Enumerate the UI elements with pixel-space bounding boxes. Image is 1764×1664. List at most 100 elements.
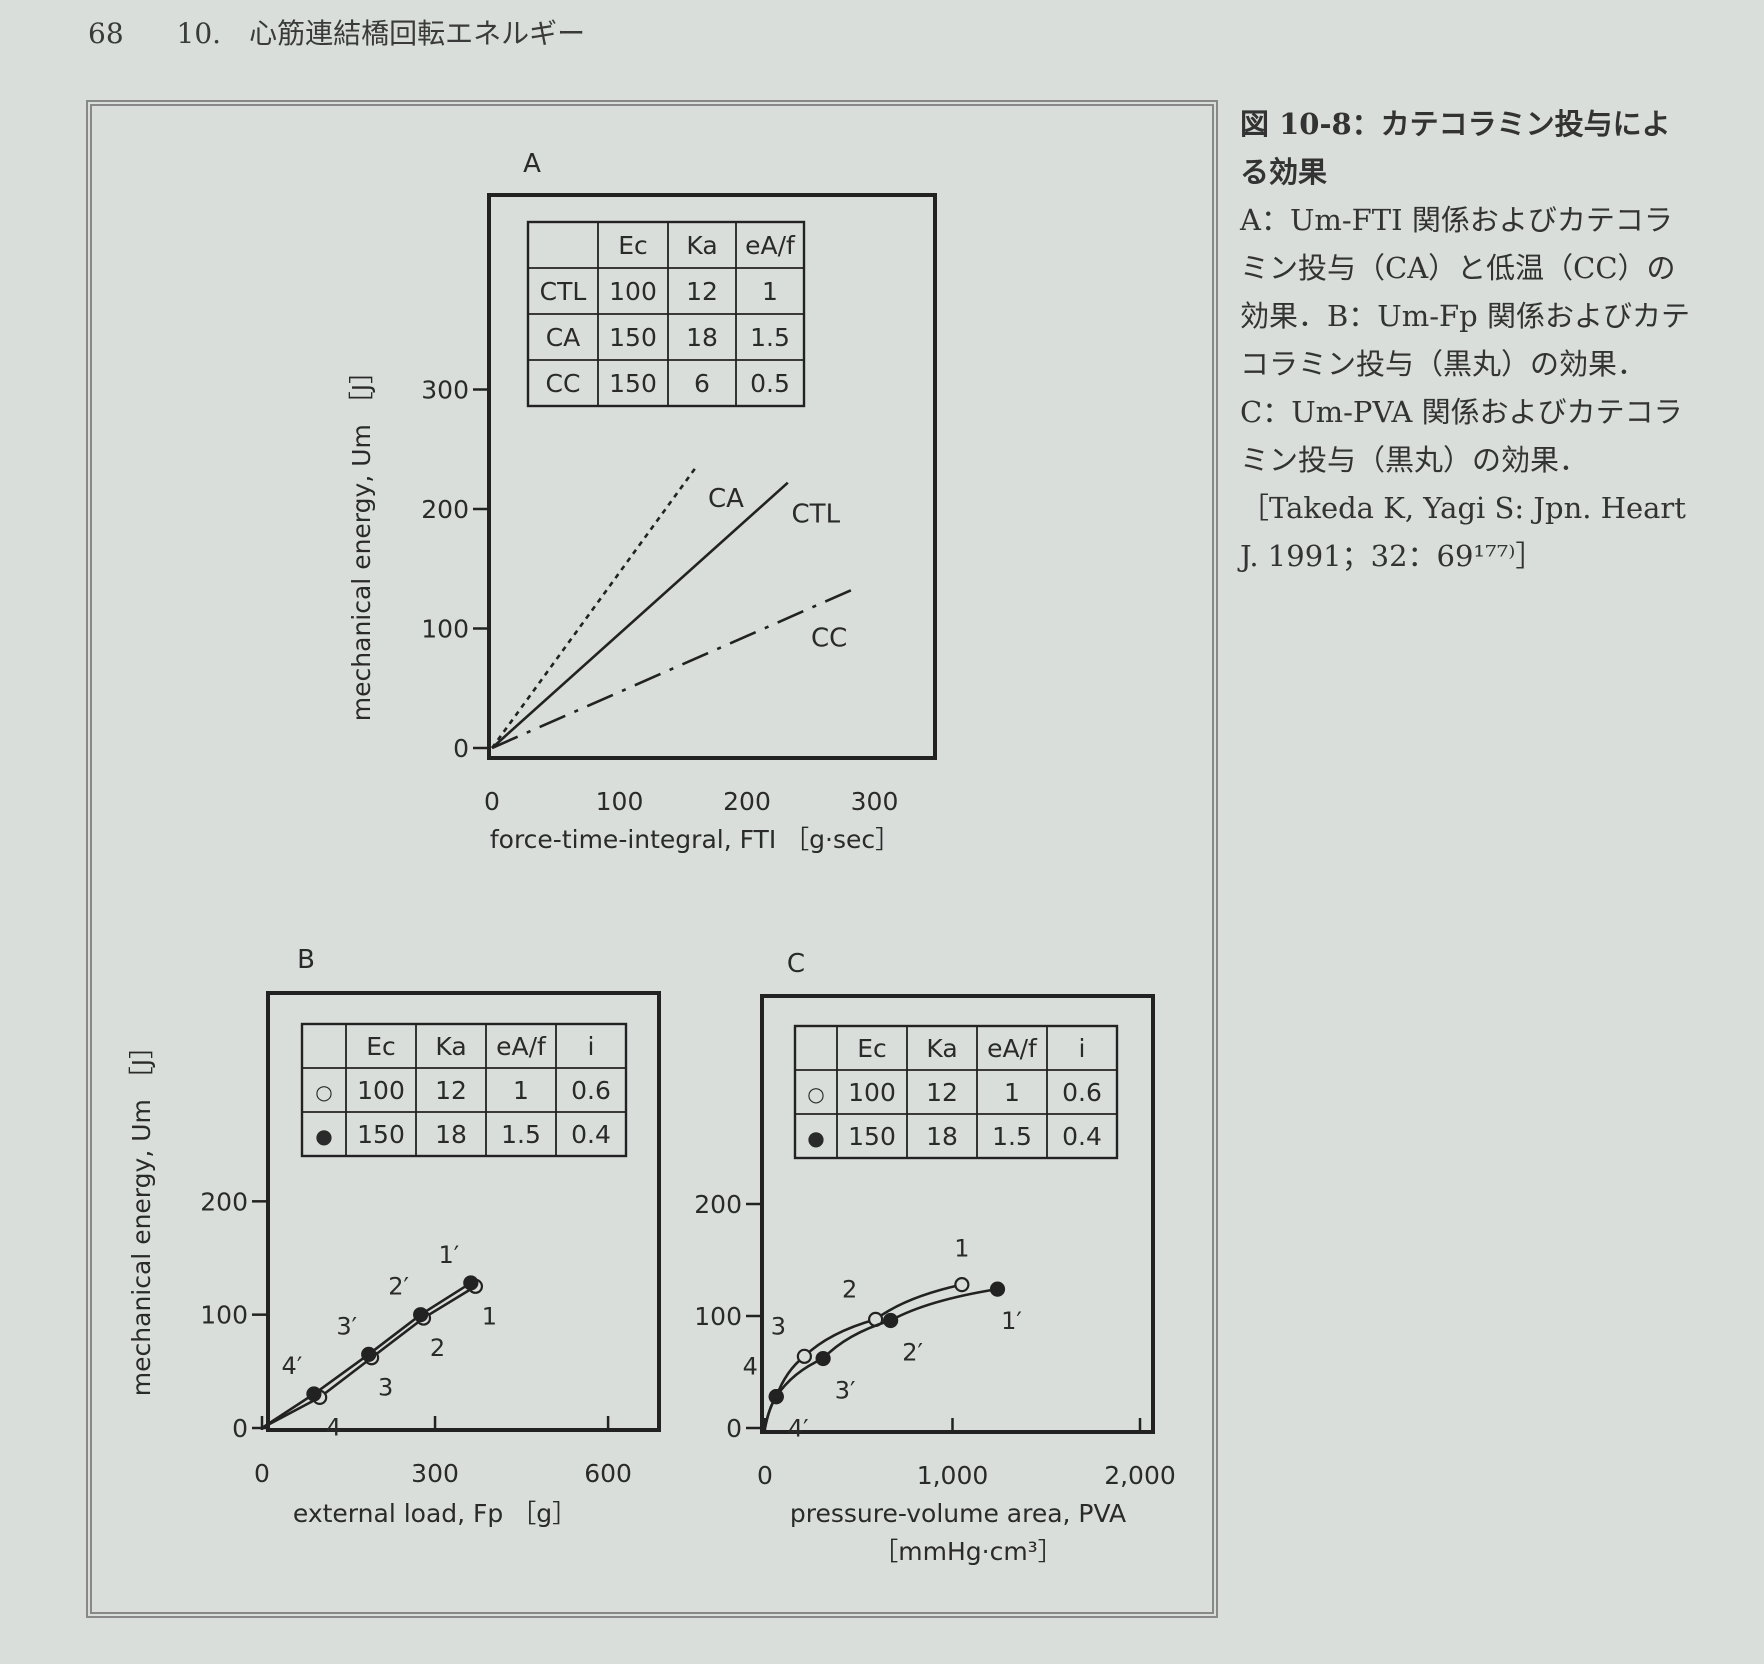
- series-label-cc: CC: [811, 624, 847, 654]
- table-cell-a: 1: [762, 277, 778, 306]
- table-cell-a: 1.5: [750, 323, 790, 352]
- table-cell-a: 12: [686, 277, 718, 306]
- caption-title: 図 10-8：カテコラミン投与による効果: [1240, 107, 1671, 189]
- table-cell-c: 1.5: [992, 1122, 1032, 1151]
- data-point-b-filled: [306, 1386, 322, 1402]
- y-tick-label-c: 100: [694, 1302, 742, 1331]
- x-tick-label-c: 2,000: [1104, 1461, 1176, 1490]
- y-tick-label-a: 200: [421, 495, 469, 524]
- table-header-cell-c: eA/f: [987, 1034, 1038, 1063]
- plot-frame-c: [760, 994, 1155, 1434]
- x-tick-label-b: 600: [584, 1459, 632, 1488]
- point-label-c: 4′: [788, 1415, 809, 1443]
- point-label-c: 3: [771, 1312, 786, 1340]
- y-tick-label-b: 200: [200, 1187, 248, 1216]
- panel-label-a: A: [523, 149, 541, 179]
- data-point-b-filled: [361, 1346, 377, 1362]
- series-label-ctl: CTL: [792, 500, 841, 530]
- point-label-c: 1: [954, 1235, 969, 1263]
- table-header-cell-b: Ka: [435, 1032, 466, 1061]
- y-tick-label-a: 0: [453, 734, 469, 763]
- plot-frame-b: [266, 991, 661, 1432]
- x-tick-label-a: 300: [851, 787, 899, 816]
- panel-label-b: B: [297, 945, 315, 975]
- y-tick-label-a: 300: [421, 376, 469, 405]
- table-header-cell-a: Ka: [686, 231, 717, 260]
- table-cell-a: 150: [609, 369, 657, 398]
- table-cell-c: ○: [807, 1082, 824, 1106]
- y-axis-label-b: mechanical energy, Um ［J］: [127, 1034, 156, 1396]
- table-header-cell-a: eA/f: [745, 231, 796, 260]
- y-tick-label-b: 100: [200, 1301, 248, 1330]
- y-tick-label-b: 0: [232, 1414, 248, 1443]
- x-axis-label-a: force-time-integral, FTI ［g·sec］: [490, 825, 900, 854]
- x-axis-unit-c: ［mmHg·cm³］: [873, 1537, 1062, 1566]
- series-label-ca: CA: [708, 484, 744, 514]
- y-tick-label-a: 100: [421, 615, 469, 644]
- point-label-b: 2′: [388, 1273, 409, 1301]
- point-label-c: 3′: [835, 1377, 856, 1405]
- caption-body: A：Um-FTI 関係およびカテコラミン投与（CA）と低温（CC）の効果．B：U…: [1240, 203, 1690, 477]
- page-number: 68: [88, 17, 124, 50]
- table-cell-a: CTL: [540, 277, 587, 306]
- x-tick-label-c: 1,000: [917, 1461, 989, 1490]
- table-cell-c: 12: [926, 1078, 958, 1107]
- table-cell-b: 0.4: [571, 1120, 611, 1149]
- table-cell-a: 100: [609, 277, 657, 306]
- y-tick-label-c: 200: [694, 1190, 742, 1219]
- table-cell-a: 18: [686, 323, 718, 352]
- point-label-c: 2: [842, 1275, 857, 1303]
- y-axis-label-a: mechanical energy, Um ［J］: [347, 359, 376, 721]
- table-header-cell-c: Ec: [857, 1034, 887, 1063]
- table-cell-b: 0.6: [571, 1076, 611, 1105]
- table-cell-a: 0.5: [750, 369, 790, 398]
- x-tick-label-a: 100: [596, 787, 644, 816]
- table-cell-c: 0.4: [1062, 1122, 1102, 1151]
- figure-frame: [86, 100, 1218, 1618]
- table-cell-a: CC: [546, 369, 581, 398]
- table-header-cell-b: Ec: [366, 1032, 396, 1061]
- table-cell-c: 0.6: [1062, 1078, 1102, 1107]
- plot-frame-a: [487, 193, 937, 760]
- series-line-cc: [491, 585, 860, 750]
- table-cell-b: ○: [315, 1080, 332, 1104]
- series-line-c-open: [763, 1283, 963, 1429]
- table-header-cell-c: Ka: [926, 1034, 957, 1063]
- table-cell-b: 1: [513, 1076, 529, 1105]
- table-header-cell-c: i: [1079, 1034, 1086, 1063]
- point-label-b: 3′: [336, 1312, 357, 1340]
- table-cell-b: ●: [315, 1124, 332, 1148]
- param-table-b: [300, 1022, 628, 1158]
- point-label-b: 2: [430, 1334, 445, 1362]
- point-label-b: 4: [326, 1413, 341, 1441]
- table-cell-c: 150: [848, 1122, 896, 1151]
- x-tick-label-b: 300: [411, 1459, 459, 1488]
- table-cell-c: 18: [926, 1122, 958, 1151]
- panel-label-c: C: [787, 949, 805, 979]
- param-table-c: [793, 1024, 1119, 1160]
- table-header-cell-a: Ec: [618, 231, 648, 260]
- series-line-ctl: [491, 481, 789, 749]
- x-tick-label-a: 0: [484, 787, 500, 816]
- data-point-b-filled: [463, 1275, 479, 1291]
- data-point-c-filled: [883, 1312, 899, 1329]
- point-label-c: 4: [743, 1353, 758, 1381]
- data-point-c-filled: [989, 1281, 1006, 1297]
- data-point-c-filled: [768, 1389, 784, 1405]
- table-cell-b: 1.5: [501, 1120, 541, 1149]
- x-tick-label-a: 200: [723, 787, 771, 816]
- table-cell-a: 150: [609, 323, 657, 352]
- table-cell-a: 6: [694, 369, 710, 398]
- series-line-ca: [490, 466, 698, 749]
- y-tick-label-c: 0: [726, 1414, 742, 1443]
- data-point-c-open: [796, 1348, 812, 1364]
- caption-reference: ［Takeda K, Yagi S: Jpn. Heart J. 1991；32…: [1240, 491, 1686, 573]
- x-tick-label-c: 0: [757, 1461, 773, 1490]
- data-point-c-open: [954, 1277, 970, 1293]
- data-point-b-filled: [413, 1307, 429, 1323]
- table-header-cell-b: i: [588, 1032, 595, 1061]
- chapter-title: 10. 心筋連結橋回転エネルギー: [176, 17, 586, 50]
- point-label-b: 3: [378, 1374, 393, 1402]
- table-cell-a: CA: [546, 323, 581, 352]
